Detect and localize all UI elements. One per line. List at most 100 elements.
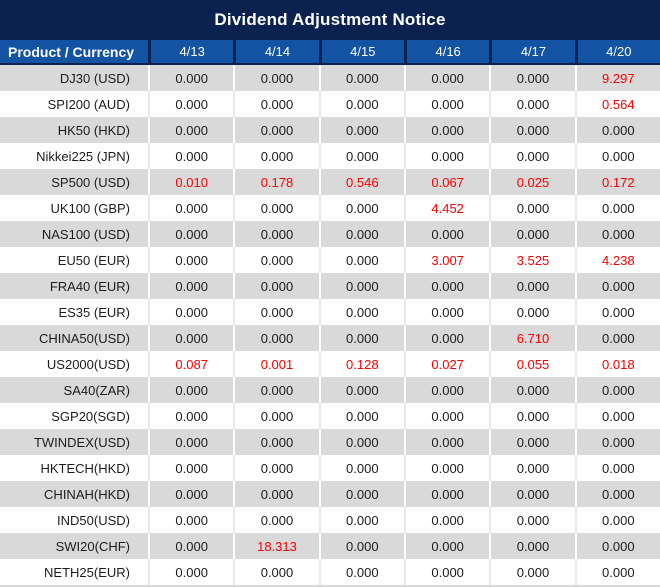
product-cell: UK100 (GBP) — [50, 200, 130, 216]
value-cell: 0.000 — [233, 455, 318, 481]
value-cell: 9.297 — [574, 65, 660, 91]
value-cell: 0.000 — [574, 559, 660, 585]
value-cell: 0.000 — [574, 143, 660, 169]
product-cell: SGP20(SGD) — [51, 408, 130, 424]
value-cell: 0.000 — [403, 65, 489, 91]
value-cell: 0.000 — [489, 221, 574, 247]
value-cell: 0.000 — [574, 481, 660, 507]
value-cell: 0.000 — [148, 325, 233, 351]
value-cell: 0.000 — [318, 403, 404, 429]
value-cell: 0.000 — [148, 403, 233, 429]
value-cell: 0.000 — [233, 481, 318, 507]
value-cell: 0.000 — [489, 403, 574, 429]
value-cell: 0.000 — [574, 533, 660, 559]
value-cell: 0.000 — [489, 429, 574, 455]
value-cell: 0.000 — [148, 143, 233, 169]
value-cell: 0.000 — [233, 247, 318, 273]
value-cell: 0.000 — [403, 221, 489, 247]
value-cell: 0.000 — [318, 273, 404, 299]
bottom-edge-strip — [0, 585, 660, 587]
table-row: EU50 (EUR) 0.000 0.000 0.000 3.007 3.525 4.238 — [0, 247, 660, 273]
value-cell: 0.000 — [148, 533, 233, 559]
value-cell: 0.000 — [318, 559, 404, 585]
value-cell: 0.000 — [489, 377, 574, 403]
table-body: DJ30 (USD) 0.000 0.000 0.000 0.000 0.000 9.297… — [0, 65, 660, 585]
value-cell: 0.000 — [403, 533, 489, 559]
value-cell: 0.000 — [148, 507, 233, 533]
value-cell: 4.238 — [574, 247, 660, 273]
value-cell: 0.000 — [148, 247, 233, 273]
value-cell: 0.000 — [403, 143, 489, 169]
value-cell: 0.000 — [233, 429, 318, 455]
product-cell: NAS100 (USD) — [41, 226, 130, 242]
value-cell: 0.000 — [574, 325, 660, 351]
value-cell: 3.007 — [403, 247, 489, 273]
value-cell: 0.000 — [489, 195, 574, 221]
value-cell: 0.000 — [403, 91, 489, 117]
value-cell: 0.000 — [403, 455, 489, 481]
value-cell: 0.000 — [148, 91, 233, 117]
table-row: IND50(USD) 0.000 0.000 0.000 0.000 0.000 0.000 — [0, 507, 660, 533]
value-cell: 0.000 — [318, 91, 404, 117]
value-cell: 0.172 — [574, 169, 660, 195]
value-cell: 0.000 — [489, 455, 574, 481]
date-header-cell: 4/17 — [489, 40, 575, 63]
value-cell: 4.452 — [403, 195, 489, 221]
value-cell: 0.000 — [574, 117, 660, 143]
value-cell: 0.027 — [403, 351, 489, 377]
product-cell: SPI200 (AUD) — [47, 96, 130, 112]
page-title: Dividend Adjustment Notice — [0, 0, 660, 40]
value-cell: 0.000 — [233, 143, 318, 169]
value-cell: 0.178 — [233, 169, 318, 195]
product-cell: CHINAH(HKD) — [44, 486, 130, 502]
product-cell: EU50 (EUR) — [57, 252, 130, 268]
value-cell: 0.025 — [489, 169, 574, 195]
product-cell: TWINDEX(USD) — [33, 434, 130, 450]
value-cell: 0.000 — [403, 325, 489, 351]
table-row: SP500 (USD) 0.010 0.178 0.546 0.067 0.025 0.17… — [0, 169, 660, 195]
product-cell: DJ30 (USD) — [59, 70, 130, 86]
value-cell: 0.000 — [403, 273, 489, 299]
value-cell: 0.000 — [148, 429, 233, 455]
value-cell: 0.000 — [148, 377, 233, 403]
product-cell: ES35 (EUR) — [58, 304, 130, 320]
value-cell: 0.000 — [233, 221, 318, 247]
value-cell: 0.000 — [148, 299, 233, 325]
value-cell: 0.000 — [148, 65, 233, 91]
value-cell: 0.000 — [489, 533, 574, 559]
value-cell: 0.000 — [318, 481, 404, 507]
value-cell: 18.313 — [233, 533, 318, 559]
value-cell: 0.000 — [574, 403, 660, 429]
value-cell: 0.000 — [148, 273, 233, 299]
value-cell: 0.000 — [489, 117, 574, 143]
value-cell: 0.000 — [318, 247, 404, 273]
table-row: SWI20(CHF) 0.000 18.313 0.000 0.000 0.000 0.00… — [0, 533, 660, 559]
date-header-cell: 4/15 — [318, 40, 404, 63]
value-cell: 0.000 — [318, 117, 404, 143]
value-cell: 0.000 — [403, 507, 489, 533]
value-cell: 0.000 — [233, 377, 318, 403]
product-cell: NETH25(EUR) — [44, 564, 130, 580]
value-cell: 0.000 — [574, 455, 660, 481]
product-cell: US2000(USD) — [46, 356, 130, 372]
value-cell: 0.000 — [318, 195, 404, 221]
table-row: TWINDEX(USD) 0.000 0.000 0.000 0.000 0.000 0.0… — [0, 429, 660, 455]
value-cell: 0.000 — [233, 325, 318, 351]
table-row: ES35 (EUR) 0.000 0.000 0.000 0.000 0.000 0.000 — [0, 299, 660, 325]
value-cell: 0.000 — [318, 143, 404, 169]
table-row: NAS100 (USD) 0.000 0.000 0.000 0.000 0.000 0.0… — [0, 221, 660, 247]
value-cell: 0.000 — [148, 559, 233, 585]
value-cell: 0.000 — [489, 481, 574, 507]
value-cell: 0.000 — [318, 299, 404, 325]
value-cell: 0.000 — [403, 377, 489, 403]
product-cell: CHINA50(USD) — [38, 330, 130, 346]
table-row: SA40(ZAR) 0.000 0.000 0.000 0.000 0.000 0.000 — [0, 377, 660, 403]
value-cell: 0.000 — [148, 117, 233, 143]
table-row: FRA40 (EUR) 0.000 0.000 0.000 0.000 0.000 0.00… — [0, 273, 660, 299]
value-cell: 0.000 — [489, 273, 574, 299]
value-cell: 0.000 — [489, 143, 574, 169]
value-cell: 0.000 — [318, 429, 404, 455]
value-cell: 0.000 — [318, 377, 404, 403]
value-cell: 0.000 — [403, 559, 489, 585]
value-cell: 0.564 — [574, 91, 660, 117]
